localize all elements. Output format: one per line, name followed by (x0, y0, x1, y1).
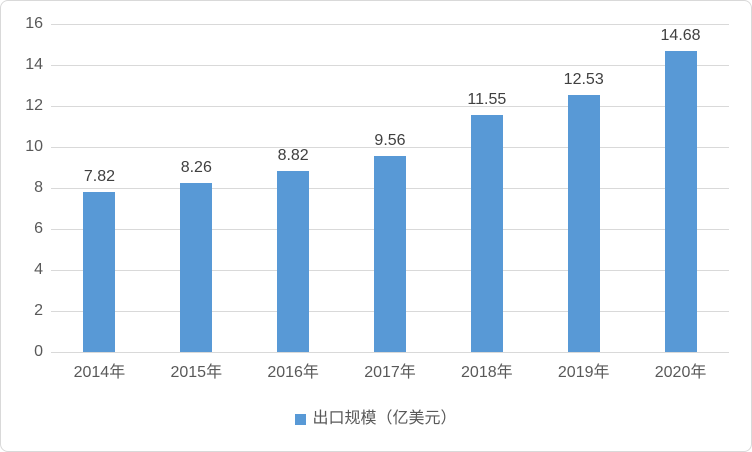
data-label: 11.55 (467, 91, 507, 109)
x-axis-tick-label: 2019年 (557, 364, 610, 381)
y-axis-tick-label: 0 (34, 343, 43, 360)
y-axis-tick-label: 16 (25, 15, 43, 32)
gridline (51, 147, 729, 148)
x-axis-tick-label: 2016年 (267, 364, 319, 381)
legend: 出口规模（亿美元） (1, 409, 751, 429)
bar-2019年 (567, 95, 600, 352)
y-axis-tick-label: 2 (34, 302, 43, 319)
gridline (51, 352, 729, 353)
bar-2018年 (470, 115, 503, 352)
data-label: 9.56 (374, 132, 406, 150)
y-axis-tick-label: 10 (25, 138, 43, 155)
x-axis-tick-label: 2014年 (73, 364, 126, 381)
data-label: 14.68 (660, 27, 701, 45)
x-axis-tick-label: 2015年 (170, 364, 223, 381)
x-axis-tick-label: 2018年 (461, 364, 513, 381)
legend-marker-square (295, 413, 307, 425)
data-label: 8.26 (180, 158, 212, 176)
bar-2016年 (277, 171, 310, 352)
data-label: 7.82 (83, 167, 115, 185)
y-axis-tick-label: 4 (34, 261, 43, 278)
bar-2014年 (83, 191, 116, 352)
x-axis-tick-label: 2017年 (364, 364, 416, 381)
legend-label: 出口规模（亿美元） (312, 410, 457, 427)
bar-2020年 (664, 51, 697, 352)
gridline (51, 65, 729, 66)
gridline (51, 106, 729, 107)
x-axis-tick-label: 2020年 (654, 364, 707, 381)
data-label: 8.82 (277, 147, 309, 165)
y-axis-tick-label: 6 (34, 220, 43, 237)
y-axis-tick-label: 12 (25, 97, 43, 114)
bar-2017年 (374, 156, 406, 352)
bar-2015年 (180, 182, 213, 352)
data-label: 12.53 (563, 71, 604, 89)
gridline (51, 24, 729, 25)
y-axis-tick-label: 14 (25, 56, 43, 73)
y-axis-tick-label: 8 (34, 179, 43, 196)
